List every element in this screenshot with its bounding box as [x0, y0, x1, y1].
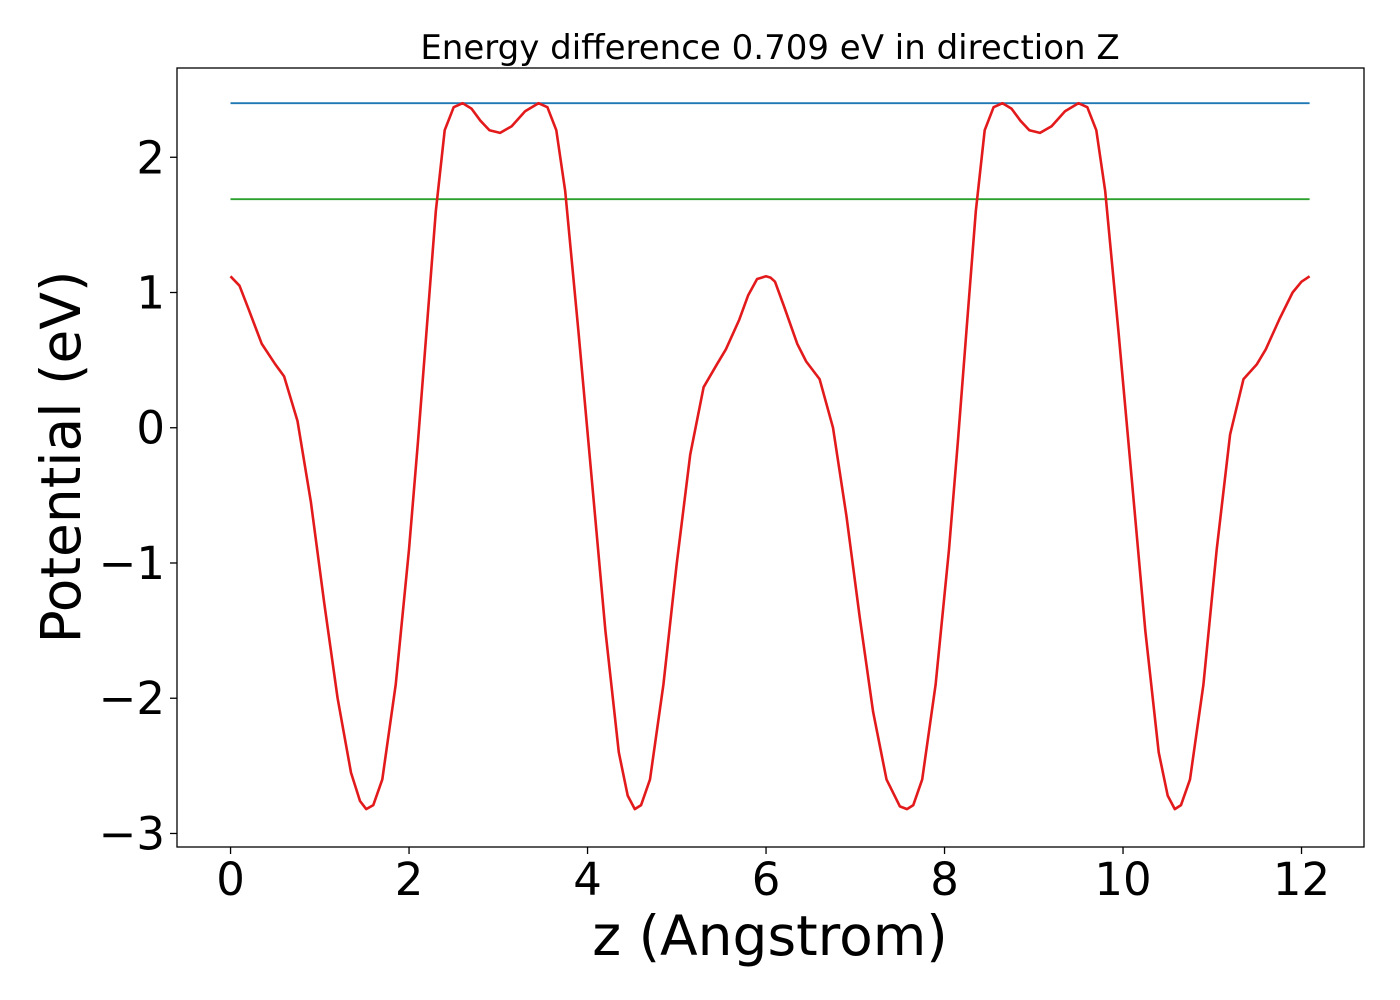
series-line-3	[229, 101, 1311, 811]
y-axis-label: Potential (eV)	[29, 271, 93, 644]
x-tick-label: 0	[216, 853, 245, 906]
x-axis-ticks: 0 2 4 6 8 10 12	[216, 847, 1330, 906]
y-tick-label: 0	[136, 402, 165, 455]
x-axis-label: z (Angstrom)	[592, 904, 948, 968]
y-axis-ticks: −3 −2 −1 0 1 2	[99, 131, 177, 860]
plot-area-frame	[176, 67, 1365, 848]
chart-title: Energy difference 0.709 eV in direction …	[420, 28, 1119, 68]
series-layer	[229, 101, 1311, 811]
y-tick-label: −1	[99, 537, 165, 590]
y-tick-label: 2	[136, 131, 165, 184]
x-tick-label: 2	[395, 853, 424, 906]
y-tick-label: −2	[99, 672, 165, 725]
y-tick-label: 1	[136, 267, 165, 320]
x-tick-label: 10	[1094, 853, 1151, 906]
x-tick-label: 4	[573, 853, 602, 906]
y-tick-label: −3	[99, 807, 165, 860]
x-tick-label: 8	[930, 853, 959, 906]
x-tick-label: 6	[752, 853, 781, 906]
x-tick-label: 12	[1273, 853, 1330, 906]
